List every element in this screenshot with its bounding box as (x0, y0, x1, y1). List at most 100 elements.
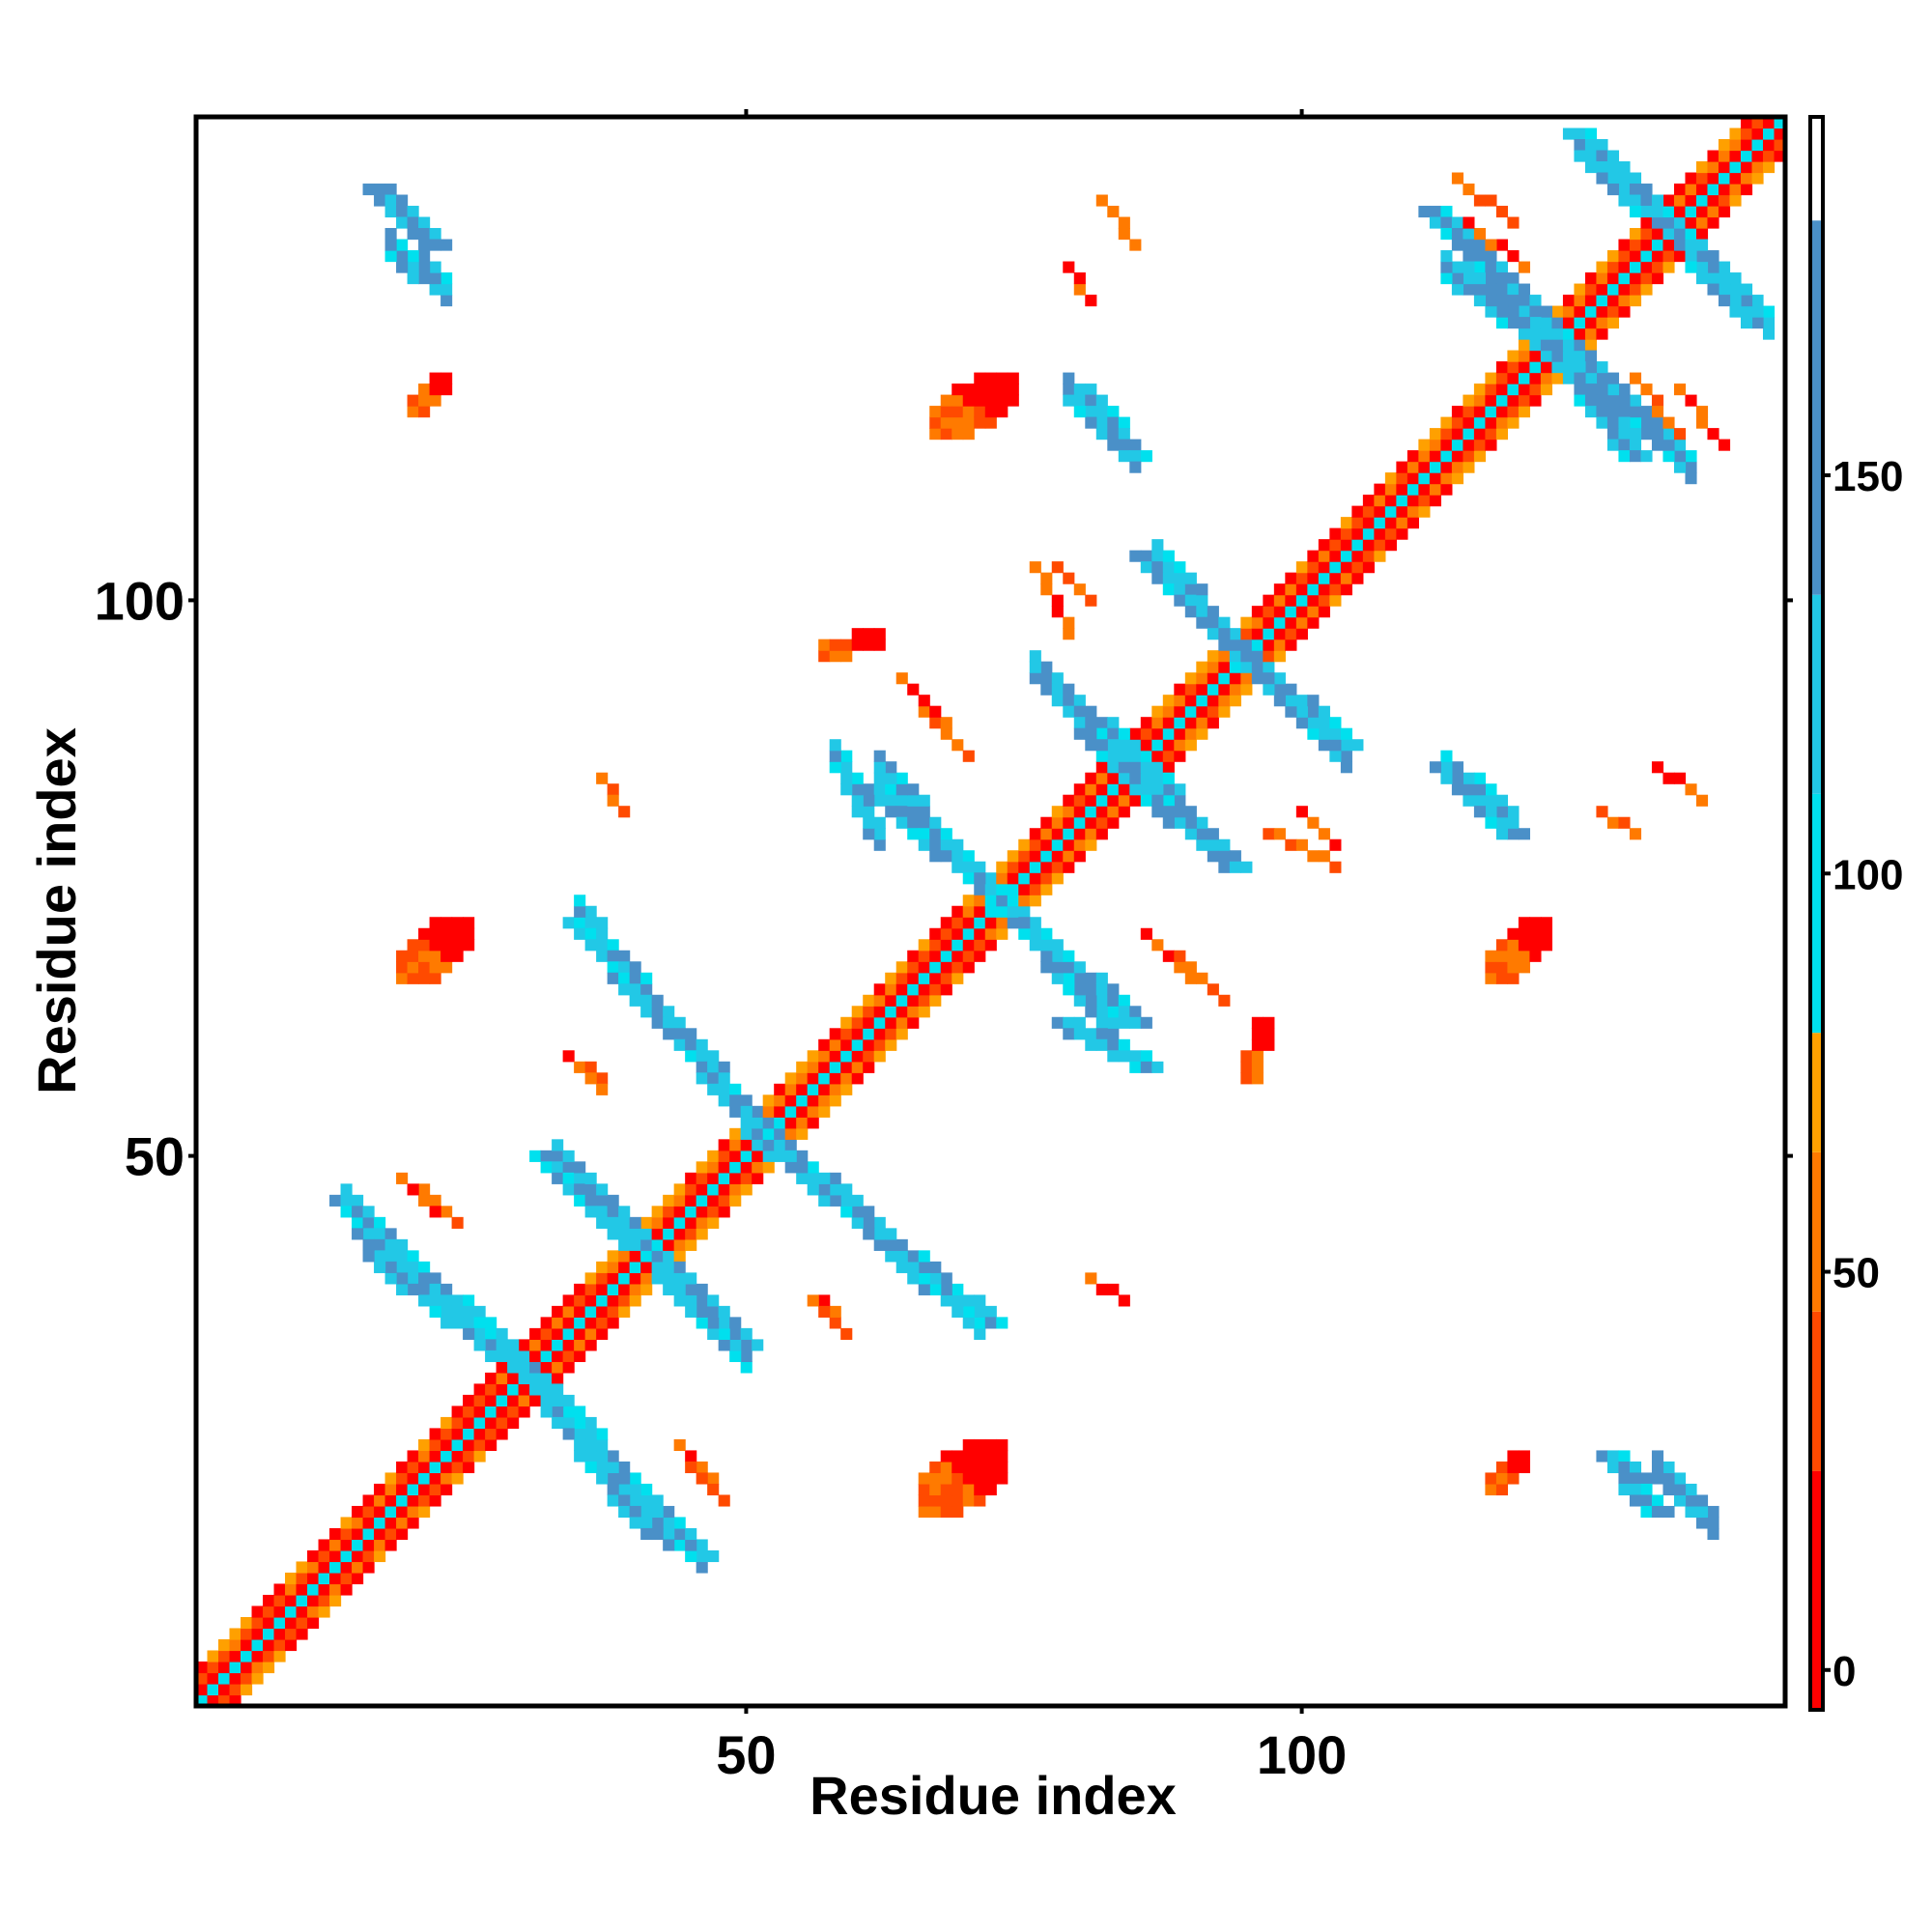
heatmap-cell (974, 905, 986, 918)
heatmap-cell (907, 950, 920, 962)
heatmap-cell (1662, 416, 1675, 429)
heatmap-cell (485, 1317, 497, 1329)
heatmap-cell (407, 1272, 419, 1285)
heatmap-cell (384, 239, 397, 251)
heatmap-cell (1562, 372, 1576, 384)
heatmap-cell (1529, 327, 1542, 340)
heatmap-cell (251, 1638, 264, 1652)
heatmap-cell (1207, 650, 1219, 663)
heatmap-cell (1584, 295, 1598, 307)
heatmap-cell (1162, 727, 1175, 740)
heatmap-cell (707, 1083, 720, 1095)
heatmap-cell (1174, 695, 1186, 707)
heatmap-cell (1107, 761, 1120, 774)
heatmap-cell (640, 1261, 653, 1273)
heatmap-cell (574, 1438, 586, 1452)
heatmap-cell (562, 1406, 575, 1418)
heatmap-cell (952, 961, 964, 974)
heatmap-cell (340, 1583, 353, 1596)
heatmap-cell (1107, 717, 1120, 729)
heatmap-cell (584, 1206, 597, 1218)
heatmap-cell (518, 1339, 530, 1351)
heatmap-cell (562, 1294, 575, 1307)
heatmap-cell (651, 1261, 664, 1273)
heatmap-cell (1485, 272, 1497, 285)
heatmap-cell (1584, 161, 1598, 174)
heatmap-cell (974, 384, 986, 396)
heatmap-cell (1695, 239, 1709, 251)
heatmap-cell (718, 1327, 730, 1340)
heatmap-cell (463, 1394, 475, 1406)
heatmap-cell (1196, 828, 1208, 840)
heatmap-cell (285, 1583, 298, 1596)
heatmap-cell (362, 1228, 375, 1240)
heatmap-cell (1685, 250, 1697, 263)
heatmap-cell (984, 883, 997, 895)
heatmap-cell (1751, 295, 1764, 307)
heatmap-cell (1529, 950, 1542, 962)
heatmap-cell (507, 1372, 520, 1384)
heatmap-cell (1629, 194, 1642, 207)
heatmap-cell (707, 1549, 720, 1563)
heatmap-cell (1596, 305, 1608, 318)
heatmap-cell (718, 1172, 730, 1184)
heatmap-cell (1007, 850, 1019, 863)
heatmap-cell (640, 1517, 653, 1529)
heatmap-cell (673, 1283, 686, 1295)
heatmap-cell (1140, 550, 1152, 562)
heatmap-cell (907, 1250, 920, 1263)
heatmap-cell (663, 1016, 675, 1029)
heatmap-cell (1118, 450, 1130, 463)
heatmap-cell (473, 1383, 486, 1396)
heatmap-cell (895, 983, 908, 996)
heatmap-cell (1618, 428, 1631, 440)
heatmap-cell (584, 1327, 597, 1340)
colorbar-tick-label: 100 (1833, 851, 1903, 898)
heatmap-cell (1151, 539, 1164, 552)
heatmap-cell (1606, 150, 1620, 162)
heatmap-cell (1273, 616, 1286, 629)
heatmap-cell (607, 1294, 619, 1307)
heatmap-cell (952, 1305, 964, 1318)
heatmap-cell (1218, 628, 1231, 640)
heatmap-cell (241, 1650, 253, 1662)
heatmap-cell (1174, 750, 1186, 762)
heatmap-cell (263, 1638, 275, 1652)
heatmap-cell (296, 1616, 308, 1630)
heatmap-cell (1451, 772, 1463, 784)
heatmap-cell (362, 1561, 375, 1574)
heatmap-cell (784, 1072, 797, 1085)
heatmap-cell (1740, 317, 1753, 329)
heatmap-cell (1406, 505, 1419, 518)
heatmap-cell (1095, 994, 1108, 1007)
heatmap-cell (1507, 950, 1520, 962)
heatmap-cell (784, 1105, 797, 1118)
heatmap-cell (374, 1539, 386, 1551)
heatmap-cell (485, 1327, 497, 1340)
heatmap-cell (940, 1272, 952, 1285)
heatmap-cell (1384, 483, 1397, 496)
heatmap-cell (1540, 927, 1553, 940)
heatmap-cell (1685, 239, 1697, 251)
heatmap-cell (1540, 939, 1553, 952)
heatmap-cell (918, 1494, 930, 1507)
heatmap-cell (885, 1006, 897, 1018)
heatmap-cell (1251, 639, 1264, 651)
heatmap-cell (1618, 406, 1631, 418)
heatmap-cell (1151, 717, 1164, 729)
heatmap-cell (196, 1672, 209, 1685)
heatmap-cell (1606, 161, 1620, 174)
heatmap-cell (1529, 295, 1542, 307)
heatmap-cell (996, 1438, 1009, 1452)
heatmap-cell (918, 950, 930, 962)
heatmap-cell (329, 1583, 342, 1596)
heatmap-cell (552, 1372, 564, 1384)
heatmap-cell (840, 1038, 853, 1051)
heatmap-cell (952, 1283, 964, 1295)
heatmap-cell (374, 1261, 386, 1273)
heatmap-cell (407, 961, 419, 974)
heatmap-cell (952, 1294, 964, 1307)
heatmap-cell (796, 1072, 809, 1085)
heatmap-cell (1218, 850, 1231, 863)
heatmap-cell (1640, 406, 1653, 418)
